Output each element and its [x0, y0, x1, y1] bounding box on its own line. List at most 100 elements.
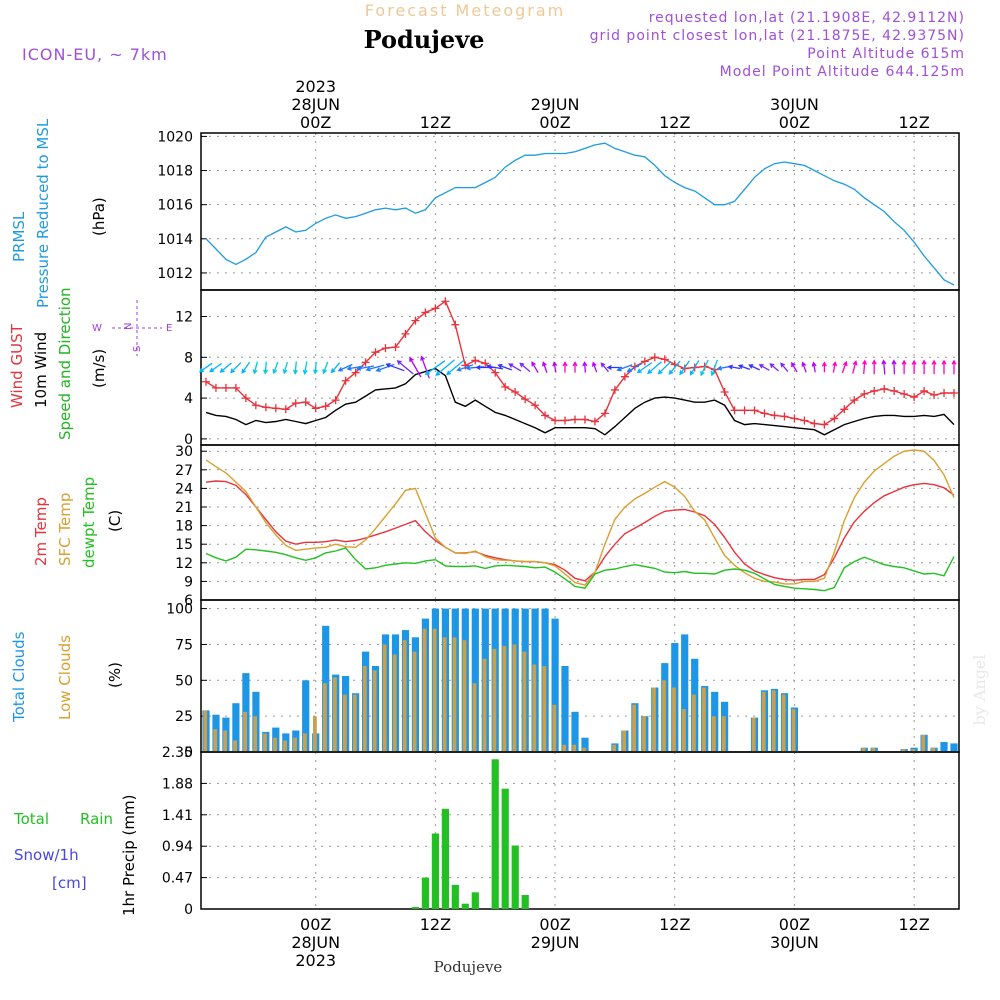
low_clouds-bar	[532, 664, 537, 752]
time-label: 00Z	[300, 113, 331, 132]
wind-direction-arrow	[385, 363, 405, 372]
wind-direction-arrow	[409, 356, 422, 378]
low_clouds-bar	[861, 747, 866, 752]
rain-bar	[521, 895, 529, 909]
gust-series-line	[205, 300, 954, 426]
gust-point-marker	[511, 387, 520, 396]
gust-point-marker	[910, 393, 919, 402]
wind-direction-arrow	[375, 363, 395, 372]
gust-point-marker	[291, 399, 300, 408]
time-label: 00Z	[779, 113, 810, 132]
low_clouds-bar	[622, 730, 626, 752]
point-altitude: Point Altitude 615m	[807, 46, 965, 62]
gust-point-marker	[481, 359, 490, 368]
footer-location: Podujeve	[434, 958, 503, 976]
low_clouds-bar	[791, 709, 796, 752]
pressure-label-1: PRMSL	[10, 211, 28, 262]
wind-direction-arrow	[941, 359, 947, 375]
low_clouds-bar	[652, 687, 656, 752]
time-label: 2023	[295, 77, 336, 96]
wind-direction-arrow	[252, 361, 259, 375]
low-clouds-label: Low Clouds	[56, 635, 74, 720]
low_clouds-bar	[213, 729, 218, 752]
wind-direction-arrow	[700, 359, 709, 377]
low_clouds-bar	[662, 680, 666, 752]
ytick-label: 1.41	[162, 808, 193, 824]
wind-direction-arrow	[600, 362, 609, 373]
time-label: 28JUN	[291, 95, 340, 114]
gust-point-marker	[301, 398, 310, 407]
total-clouds-label: Total Clouds	[10, 631, 28, 723]
low_clouds-bar	[233, 740, 237, 752]
total_clouds-bar	[681, 634, 689, 752]
total_clouds-bar	[950, 743, 958, 752]
gust-point-marker	[740, 406, 749, 415]
low_clouds-bar	[702, 687, 706, 752]
wind-direction-arrow	[951, 359, 957, 375]
low_clouds-bar	[402, 640, 407, 752]
precip-panel: Total Rain Snow/1h [cm] 1hr Precip (mm)	[13, 795, 138, 916]
gust-point-marker	[471, 356, 480, 365]
low_clouds-bar	[323, 683, 327, 752]
total_clouds-bar	[561, 666, 569, 752]
time-label: 00Z	[300, 915, 331, 934]
gust-point-marker	[341, 376, 350, 385]
ytick-label: 21	[175, 500, 193, 516]
wind-direction-arrow	[531, 361, 539, 374]
wind-direction-arrow	[424, 360, 446, 375]
rain-bar	[461, 903, 469, 909]
panel-3-plot: 0 25 50 75 100	[166, 599, 960, 761]
ytick-label: 1.88	[162, 776, 193, 792]
wind-direction-arrow	[209, 362, 223, 373]
ytick-label: 0.94	[162, 839, 193, 855]
gust-point-marker	[251, 401, 260, 410]
wind-unit: (m/s)	[90, 349, 108, 388]
wind-direction-arrow	[219, 362, 232, 373]
low_clouds-bar	[482, 658, 487, 752]
low_clouds-bar	[771, 690, 776, 752]
low_clouds-bar	[273, 737, 277, 752]
gust-point-marker	[880, 384, 889, 393]
gust-point-marker	[620, 372, 629, 381]
temperature-panel: 2m Temp SFC Temp dewpt Temp (C)	[32, 477, 124, 568]
panel-frame	[200, 132, 960, 291]
gust-point-marker	[521, 395, 530, 404]
total_clouds-bar	[302, 680, 310, 752]
gust-point-marker	[650, 353, 659, 362]
low_clouds-bar	[682, 709, 686, 752]
low_clouds-bar	[263, 733, 267, 752]
time-label: 30JUN	[770, 95, 819, 114]
low_clouds-bar	[243, 711, 247, 752]
gust-point-marker	[840, 405, 849, 414]
ytick-label: 0	[184, 432, 193, 448]
ytick-label: 75	[175, 637, 193, 653]
wind-direction-arrow	[302, 361, 308, 375]
ytick-label: 15	[175, 537, 193, 553]
gust-point-marker	[431, 304, 440, 313]
low_clouds-bar	[512, 644, 517, 752]
time-label: 29JUN	[531, 95, 580, 114]
time-label: 00Z	[539, 915, 570, 934]
gust-point-marker	[541, 411, 550, 420]
wind-direction-arrow	[263, 361, 269, 375]
wind-direction-arrow	[552, 361, 558, 373]
panel-frame	[200, 289, 960, 446]
panel-1-plot: 0 4 8 12	[175, 289, 960, 448]
wind-direction-arrow	[396, 360, 414, 375]
wind-direction-arrow	[881, 359, 887, 375]
rain-bar	[491, 759, 499, 909]
gust-point-marker	[950, 388, 959, 397]
gust-point-marker	[770, 411, 779, 420]
wind-direction-arrow	[871, 359, 877, 375]
wind-series-line	[205, 367, 955, 436]
gust-point-marker	[401, 329, 410, 338]
low_clouds-bar	[552, 704, 557, 752]
rain-bar	[411, 907, 419, 909]
low_clouds-bar	[632, 704, 636, 752]
gust-point-marker	[790, 414, 799, 423]
wind-direction-arrow	[679, 360, 690, 376]
total_clouds-bar	[232, 703, 240, 752]
wind-direction-arrow	[931, 359, 937, 375]
low_clouds-bar	[572, 744, 577, 752]
